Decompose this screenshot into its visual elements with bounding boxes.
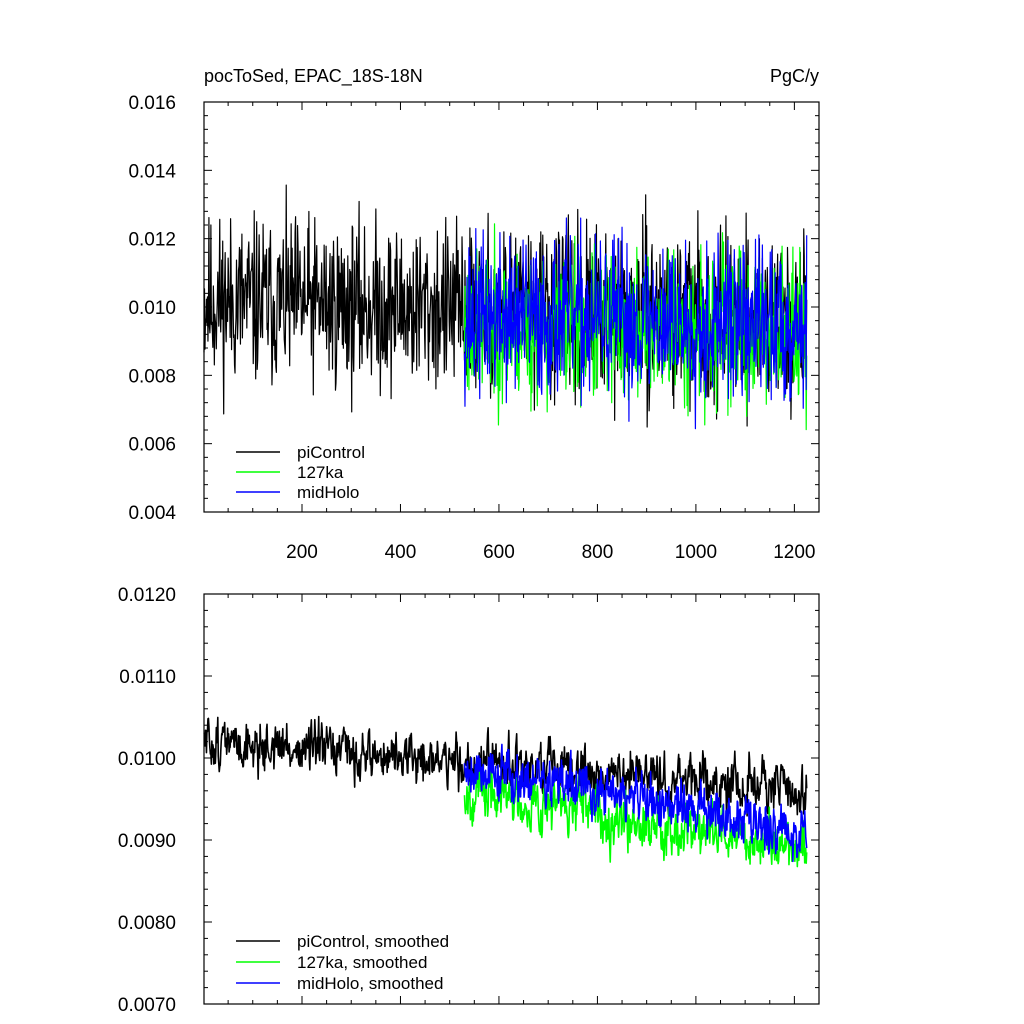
legend-label: 127ka — [297, 463, 344, 482]
bottom-plot-frame — [203, 593, 820, 1005]
top-panel-units: PgC/y — [770, 66, 819, 86]
y-tick-label: 0.010 — [128, 298, 176, 319]
x-tick-label: 400 — [385, 542, 417, 563]
x-tick-label: 1200 — [773, 542, 815, 563]
y-tick-label: 0.012 — [128, 230, 176, 251]
bottom-legend: piControl, smoothed 127ka, smoothed midHol… — [236, 932, 449, 993]
y-tick-label: 0.0070 — [118, 995, 176, 1016]
bottom-axis-ticks: 0.0070 0.0080 0.0090 0.0100 0.0110 0.0120 — [118, 585, 819, 1016]
y-tick-label: 0.0080 — [118, 913, 176, 934]
series-line-midholo — [463, 217, 808, 430]
top-axis-ticks: 0.004 0.006 0.008 0.010 0.012 0.014 0.016 200 40… — [128, 93, 819, 563]
top-series-layer — [203, 184, 808, 431]
bottom-series-layer — [203, 715, 808, 868]
bottom-panel: 0.0070 0.0080 0.0090 0.0100 0.0110 0.0120 piC… — [118, 585, 820, 1016]
y-tick-label: 0.014 — [128, 161, 176, 182]
x-tick-label: 200 — [286, 542, 318, 563]
y-tick-label: 0.0100 — [118, 749, 176, 770]
y-tick-label: 0.008 — [128, 366, 176, 387]
y-tick-label: 0.006 — [128, 435, 176, 456]
x-tick-label: 1000 — [675, 542, 717, 563]
y-tick-label: 0.0110 — [119, 667, 176, 688]
series-line-midholo-smoothed — [463, 743, 808, 863]
y-tick-label: 0.016 — [128, 93, 176, 114]
legend-label: midHolo, smoothed — [297, 974, 443, 993]
x-tick-label: 800 — [582, 542, 614, 563]
legend-label: 127ka, smoothed — [297, 953, 427, 972]
top-plot-frame — [203, 101, 820, 513]
y-tick-label: 0.004 — [128, 503, 176, 524]
x-tick-label: 600 — [483, 542, 515, 563]
legend-label: midHolo — [297, 483, 359, 502]
y-tick-label: 0.0120 — [118, 585, 176, 606]
top-panel-title: pocToSed, EPAC_18S-18N — [204, 66, 423, 87]
top-panel: pocToSed, EPAC_18S-18N PgC/y 0.0040.0060… — [128, 66, 820, 563]
y-tick-label: 0.0090 — [118, 831, 176, 852]
series-line-127ka-smoothed — [463, 763, 808, 868]
legend-label: piControl — [297, 443, 365, 462]
legend-label: piControl, smoothed — [297, 932, 449, 951]
